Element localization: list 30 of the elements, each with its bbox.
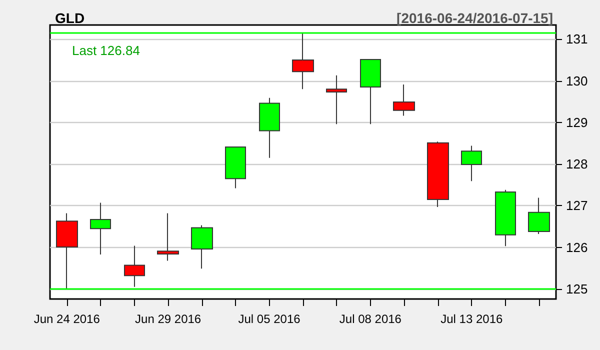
- x-tick-label: Jul 13 2016: [440, 312, 504, 326]
- candlestick: [393, 84, 415, 116]
- y-tick-label: 130: [566, 73, 588, 88]
- candlestick: [90, 202, 111, 255]
- x-tick-label: Jul 08 2016: [339, 312, 402, 326]
- candlestick: [225, 146, 246, 189]
- candlestick: [259, 97, 280, 158]
- chart-title: GLD: [55, 10, 85, 26]
- candlestick: [360, 59, 381, 125]
- candlestick: [528, 197, 550, 235]
- candlestick: [427, 141, 449, 208]
- y-tick-label: 131: [566, 32, 588, 47]
- candlestick: [292, 32, 314, 90]
- annotation: Last 126.84: [72, 43, 140, 58]
- candlestick: [326, 74, 347, 125]
- candlestick: [56, 212, 78, 290]
- y-tick-label: 129: [566, 114, 588, 130]
- y-tick-label: 125: [566, 282, 588, 297]
- x-tick-label: Jul 05 2016: [238, 312, 301, 326]
- y-tick-label: 128: [566, 156, 588, 172]
- candlestick: [124, 245, 145, 288]
- y-tick-label: 127: [566, 198, 588, 214]
- x-tick-label: Jun 29 2016: [135, 312, 202, 326]
- chart-subtitle: [2016-06-24/2016-07-15]: [396, 10, 554, 26]
- candlestick: [461, 145, 482, 182]
- candlestick: [191, 224, 213, 270]
- y-tick-label: 126: [566, 240, 588, 255]
- candlestick: [495, 189, 516, 247]
- candlestick: [157, 212, 179, 262]
- x-tick-label: Jun 24 2016: [34, 312, 100, 326]
